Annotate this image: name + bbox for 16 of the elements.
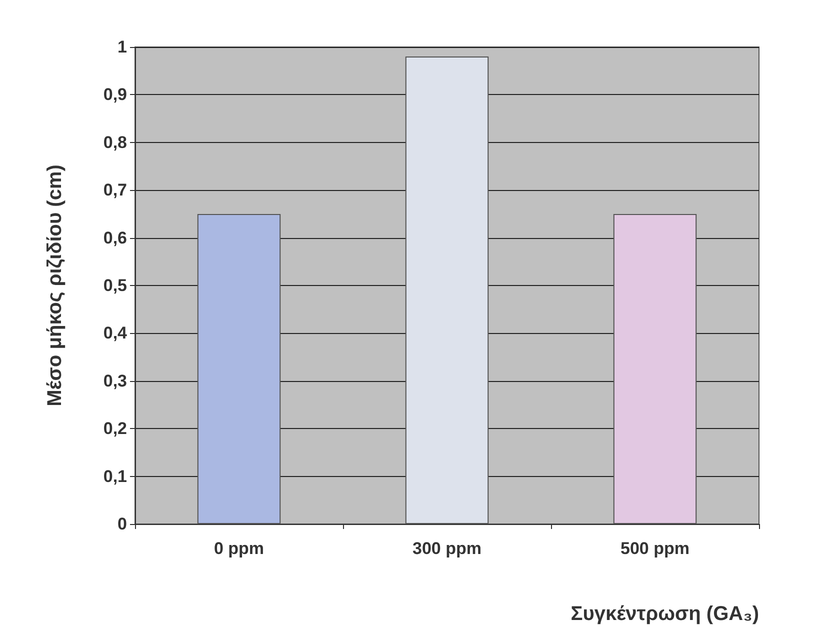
y-tick-label: 1 — [118, 38, 127, 56]
y-tick-label: 0,8 — [103, 132, 127, 152]
y-tick-label: 0 — [118, 514, 127, 534]
x-tick-label: 300 ppm — [412, 539, 482, 558]
x-tick-label: 0 ppm — [214, 539, 264, 558]
x-axis-title: Συγκέντρωση (GA₃) — [570, 603, 759, 625]
y-tick-label: 0,6 — [103, 228, 127, 248]
y-tick-label: 0,4 — [103, 324, 128, 343]
y-tick-label: 0,1 — [103, 466, 127, 486]
y-tick-label: 0,3 — [103, 371, 127, 390]
y-tick-label: 0,2 — [103, 419, 127, 438]
y-axis-title: Μέσο μήκος ριζιδίου (cm) — [44, 164, 66, 406]
y-tick-label: 0,9 — [103, 85, 127, 104]
y-tick-label: 0,5 — [103, 276, 127, 295]
y-tick-label: 0,7 — [103, 180, 127, 200]
x-tick-label: 500 ppm — [620, 539, 690, 558]
